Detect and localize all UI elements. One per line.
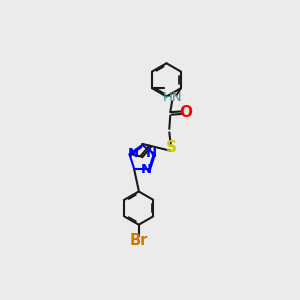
Text: S: S bbox=[166, 140, 177, 155]
Text: HN: HN bbox=[162, 92, 182, 104]
Text: N: N bbox=[128, 147, 139, 160]
Text: N: N bbox=[141, 163, 152, 176]
Text: Br: Br bbox=[130, 233, 148, 248]
Text: O: O bbox=[179, 105, 192, 120]
Text: N: N bbox=[146, 147, 157, 160]
